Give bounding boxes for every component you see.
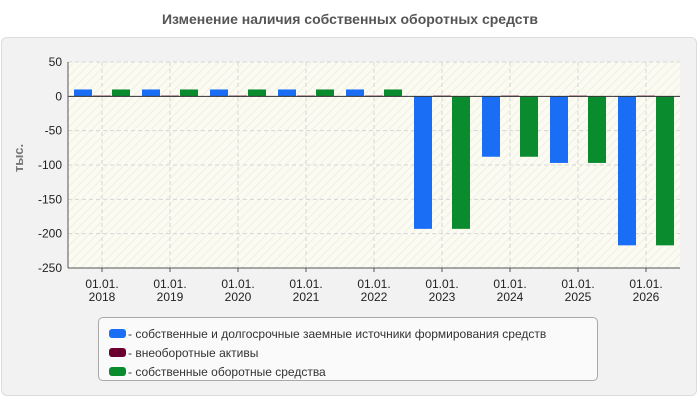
legend-label: - собственные оборотные средства	[128, 364, 326, 379]
x-tick-label: 01.01. 2026	[629, 277, 662, 304]
legend-item: - внеоборотные активы	[99, 343, 597, 362]
legend-swatch	[109, 348, 126, 357]
legend-item: - собственные и долгосрочные заемные ист…	[99, 324, 597, 343]
legend: - собственные и долгосрочные заемные ист…	[98, 317, 598, 381]
bar	[550, 96, 568, 163]
y-tick-label: -100	[38, 158, 62, 172]
legend-label: - собственные и долгосрочные заемные ист…	[128, 326, 547, 341]
bar	[482, 96, 500, 157]
bar	[414, 96, 432, 229]
legend-swatch	[109, 367, 126, 376]
bar	[180, 89, 198, 97]
x-tick-label: 01.01. 2020	[221, 277, 254, 304]
x-tick-label: 01.01. 2018	[85, 277, 118, 304]
x-tick-label: 01.01. 2023	[425, 277, 458, 304]
bar	[588, 96, 606, 163]
chart-title: Изменение наличия собственных оборотных …	[161, 11, 539, 27]
x-tick-label: 01.01. 2025	[561, 277, 594, 304]
bar	[248, 89, 266, 97]
bar	[384, 89, 402, 97]
bar	[142, 89, 160, 97]
bar	[316, 89, 334, 97]
bar	[112, 89, 130, 97]
bar	[618, 96, 636, 246]
legend-item: - собственные оборотные средства	[99, 362, 597, 381]
bar	[346, 89, 364, 97]
y-axis-label: тыс.	[11, 144, 26, 172]
axes: 50 0 -50 -100 -150 -200 -250 01.01. 2018 01.01. 20…	[38, 55, 680, 304]
y-tick-label: 50	[49, 55, 63, 69]
bar	[210, 89, 228, 97]
bar	[74, 89, 92, 97]
bar	[656, 96, 674, 246]
bar	[520, 96, 538, 157]
x-tick-label: 01.01. 2022	[357, 277, 390, 304]
legend-label: - внеоборотные активы	[128, 345, 259, 360]
x-tick-label: 01.01. 2024	[493, 277, 526, 304]
y-tick-label: -200	[38, 227, 62, 241]
bar	[452, 96, 470, 229]
x-tick-label: 01.01. 2021	[289, 277, 322, 304]
bar	[278, 89, 296, 97]
legend-swatch	[109, 329, 126, 338]
y-tick-label: -150	[38, 192, 62, 206]
x-tick-label: 01.01. 2019	[153, 277, 186, 304]
y-tick-label: 0	[55, 89, 62, 103]
y-tick-label: -50	[45, 124, 63, 138]
y-tick-label: -250	[38, 261, 62, 275]
